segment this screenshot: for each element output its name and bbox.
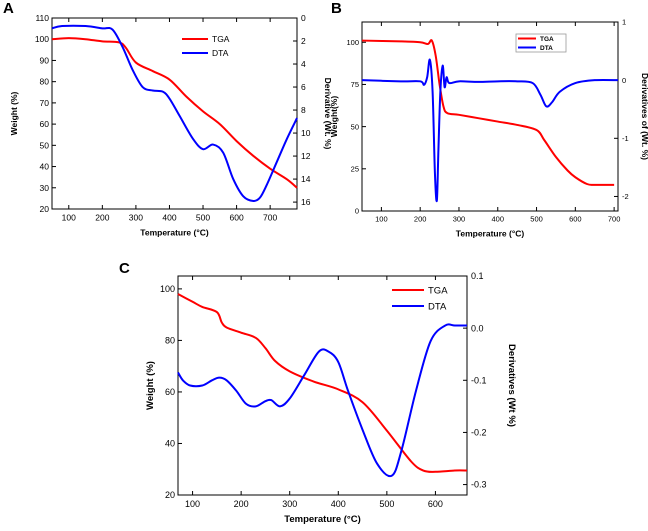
x-tick-label: 700	[608, 215, 621, 224]
x-tick-label: 500	[379, 499, 394, 509]
x-axis-label: Temperature (°C)	[456, 229, 525, 239]
y-right-tick-label: -2	[622, 192, 629, 201]
y-left-tick-label: 50	[40, 140, 50, 150]
x-tick-label: 600	[569, 215, 582, 224]
y-right-tick-label: 4	[301, 59, 306, 69]
y-left-tick-label: 25	[351, 164, 359, 173]
y-right-tick-label: 0.0	[471, 323, 484, 333]
series-line-tga	[51, 37, 298, 189]
y-right-tick-label: -1	[622, 134, 629, 143]
panel-label: B	[331, 0, 342, 17]
y-right-tick-label: -0.3	[471, 480, 487, 490]
y-right-axis-label: Derivatives of (Wt. %)	[640, 73, 648, 160]
y-left-axis-label: Weight(%)	[329, 96, 339, 138]
x-tick-label: 500	[196, 213, 210, 223]
legend: TGA DTA	[390, 282, 452, 314]
x-tick-label: 300	[453, 215, 466, 224]
y-left-tick-label: 40	[165, 439, 175, 449]
y-left-tick-label: 60	[165, 387, 175, 397]
y-left-tick-label: 20	[165, 490, 175, 500]
y-left-tick-label: 0	[355, 207, 359, 216]
legend-label: DTA	[540, 45, 553, 52]
y-right-tick-label: 16	[301, 197, 311, 207]
legend-box	[180, 32, 238, 60]
x-tick-label: 100	[185, 499, 200, 509]
legend-label: DTA	[428, 301, 447, 312]
x-axis-label: Temperature (°C)	[140, 228, 209, 238]
y-right-tick-label: 1	[622, 18, 626, 27]
x-tick-label: 100	[375, 215, 388, 224]
x-tick-label: 400	[331, 499, 346, 509]
legend-box	[390, 282, 452, 314]
y-right-tick-label: 12	[301, 151, 311, 161]
y-left-tick-label: 60	[40, 119, 50, 129]
y-left-tick-label: 30	[40, 183, 50, 193]
y-left-axis-label: Weight (%)	[145, 361, 156, 410]
y-right-tick-label: -0.2	[471, 428, 487, 438]
y-left-tick-label: 110	[35, 13, 49, 23]
series-line-tga	[177, 293, 468, 473]
x-tick-label: 600	[229, 213, 243, 223]
y-left-tick-label: 80	[40, 77, 50, 87]
chart-a: 100 200 300 400 500 600 7002030405060708090100…	[9, 13, 333, 238]
panel-label: A	[3, 0, 14, 17]
chart-c: 100 200 300 400 500 600 20 40 60 80 100 -0.3 -0.2 -0.…	[145, 271, 517, 525]
legend-label: TGA	[212, 34, 230, 44]
y-left-tick-label: 40	[40, 162, 50, 172]
y-right-tick-label: 10	[301, 128, 311, 138]
y-right-tick-label: 6	[301, 82, 306, 92]
x-tick-label: 100	[62, 213, 76, 223]
x-tick-label: 200	[234, 499, 249, 509]
y-left-tick-label: 100	[35, 34, 49, 44]
y-left-tick-label: 50	[351, 122, 359, 131]
series-line-tga	[361, 39, 615, 186]
x-tick-label: 300	[129, 213, 143, 223]
y-right-tick-label: 0	[301, 13, 306, 23]
y-left-tick-label: 70	[40, 98, 50, 108]
series-line-dta	[177, 323, 467, 478]
y-right-axis-label: Derivatives (Wt %)	[506, 344, 517, 427]
legend-label: TGA	[540, 36, 554, 43]
y-right-tick-label: 8	[301, 105, 306, 115]
x-tick-label: 200	[414, 215, 427, 224]
y-left-tick-label: 80	[165, 336, 175, 346]
legend: TGA DTA	[180, 32, 238, 60]
legend: TGA DTA	[515, 33, 567, 53]
y-left-axis-label: Weight (%)	[9, 91, 19, 135]
panel-label: C	[119, 260, 130, 277]
y-right-tick-label: 0.1	[471, 271, 484, 281]
y-left-tick-label: 75	[351, 80, 359, 89]
y-right-tick-label: 0	[622, 76, 626, 85]
y-right-tick-label: 2	[301, 36, 306, 46]
plot-frame	[361, 21, 619, 212]
plot-frame	[177, 275, 468, 496]
legend-label: TGA	[428, 285, 448, 296]
x-tick-label: 200	[95, 213, 109, 223]
y-left-tick-label: 20	[40, 204, 50, 214]
series-line-dta	[361, 58, 619, 203]
y-left-tick-label: 90	[40, 55, 50, 65]
x-tick-label: 400	[491, 215, 504, 224]
y-right-tick-label: -0.1	[471, 375, 487, 385]
y-right-tick-label: 14	[301, 174, 311, 184]
y-left-tick-label: 100	[346, 38, 359, 47]
panel-a: A 100 200 300 400 500 600 70020304050607080901…	[3, 0, 333, 238]
panel-c: C 100 200 300 400 500 600 20 40 60 80 100 -0.3 -0.2 -…	[119, 260, 517, 525]
x-tick-label: 700	[263, 213, 277, 223]
x-axis-label: Temperature (°C)	[284, 514, 360, 525]
y-left-tick-label: 100	[160, 284, 175, 294]
x-tick-label: 600	[428, 499, 443, 509]
x-tick-label: 500	[530, 215, 543, 224]
x-tick-label: 400	[162, 213, 176, 223]
panel-b: B 100 200 300 400 500 600 700 0 25 50 75 100 -2 -1 0 1 T…	[329, 0, 648, 239]
chart-b: 100 200 300 400 500 600 700 0 25 50 75 100 -2 -1 0 1 Tem…	[329, 18, 648, 239]
x-tick-label: 300	[282, 499, 297, 509]
series-line-dta	[51, 24, 298, 202]
y-right-axis-label: Derivative (Wt. %)	[323, 78, 333, 150]
plot-frame	[51, 17, 298, 210]
legend-label: DTA	[212, 48, 229, 58]
